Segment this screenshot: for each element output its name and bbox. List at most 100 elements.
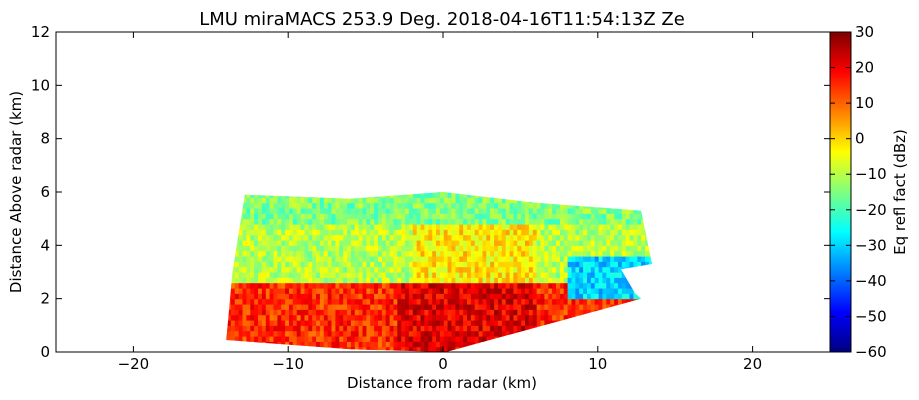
reflectivity-cell bbox=[571, 208, 576, 214]
reflectivity-cell bbox=[378, 224, 383, 230]
reflectivity-cell bbox=[451, 192, 456, 198]
reflectivity-cell bbox=[378, 208, 383, 214]
reflectivity-cell bbox=[486, 277, 491, 284]
reflectivity-cell bbox=[498, 240, 503, 246]
reflectivity-cell bbox=[331, 245, 336, 252]
reflectivity-cell bbox=[269, 272, 275, 278]
reflectivity-cell bbox=[258, 256, 263, 262]
reflectivity-cell bbox=[498, 234, 503, 241]
reflectivity-cell bbox=[544, 293, 549, 300]
reflectivity-cell bbox=[354, 346, 360, 352]
reflectivity-cell bbox=[451, 304, 456, 310]
reflectivity-cell bbox=[486, 261, 491, 268]
reflectivity-cell bbox=[385, 282, 391, 289]
reflectivity-cell bbox=[258, 224, 263, 230]
reflectivity-cell bbox=[532, 229, 538, 236]
reflectivity-cell bbox=[393, 197, 398, 204]
reflectivity-cell bbox=[312, 224, 317, 230]
reflectivity-cell bbox=[436, 314, 441, 321]
reflectivity-cell bbox=[285, 213, 290, 220]
reflectivity-cell bbox=[556, 218, 561, 225]
reflectivity-cell bbox=[265, 256, 271, 262]
reflectivity-cell bbox=[246, 256, 251, 262]
colorbar-tick-label: −50 bbox=[855, 307, 887, 325]
reflectivity-cell bbox=[579, 266, 584, 273]
reflectivity-cell bbox=[556, 245, 561, 252]
reflectivity-cell bbox=[327, 309, 333, 316]
reflectivity-cell bbox=[494, 309, 499, 316]
reflectivity-cell bbox=[246, 261, 251, 268]
reflectivity-cell bbox=[505, 293, 511, 300]
reflectivity-cell bbox=[505, 245, 511, 252]
reflectivity-cell bbox=[335, 208, 340, 214]
reflectivity-cell bbox=[258, 320, 263, 326]
reflectivity-cell bbox=[281, 202, 286, 209]
reflectivity-cell bbox=[277, 304, 282, 310]
reflectivity-cell bbox=[428, 325, 433, 332]
reflectivity-cell bbox=[439, 314, 445, 321]
reflectivity-cell bbox=[610, 256, 615, 262]
reflectivity-cell bbox=[366, 250, 371, 257]
reflectivity-cell bbox=[250, 234, 255, 241]
reflectivity-cell bbox=[261, 229, 267, 236]
reflectivity-cell bbox=[405, 314, 410, 321]
reflectivity-cell bbox=[405, 218, 410, 225]
reflectivity-cell bbox=[269, 325, 275, 332]
reflectivity-cell bbox=[432, 202, 437, 209]
reflectivity-cell bbox=[335, 336, 340, 342]
reflectivity-cell bbox=[552, 213, 557, 220]
reflectivity-cell bbox=[296, 277, 302, 284]
reflectivity-cell bbox=[525, 229, 530, 236]
reflectivity-cell bbox=[559, 245, 565, 252]
reflectivity-cell bbox=[552, 293, 557, 300]
reflectivity-cell bbox=[486, 234, 491, 241]
reflectivity-cell bbox=[343, 256, 348, 262]
reflectivity-cell bbox=[412, 330, 418, 337]
reflectivity-cell bbox=[335, 341, 340, 348]
reflectivity-cell bbox=[621, 277, 627, 284]
reflectivity-cell bbox=[234, 277, 240, 284]
reflectivity-cell bbox=[575, 256, 580, 262]
reflectivity-cell bbox=[354, 224, 360, 230]
reflectivity-cell bbox=[339, 266, 344, 273]
reflectivity-cell bbox=[238, 245, 244, 252]
reflectivity-cell bbox=[416, 341, 422, 348]
reflectivity-cell bbox=[567, 245, 573, 252]
reflectivity-cell bbox=[494, 218, 499, 225]
reflectivity-cell bbox=[335, 288, 340, 294]
reflectivity-cell bbox=[633, 293, 638, 300]
reflectivity-cell bbox=[598, 298, 604, 305]
reflectivity-cell bbox=[614, 277, 619, 284]
reflectivity-cell bbox=[590, 250, 596, 257]
reflectivity-cell bbox=[470, 320, 476, 326]
reflectivity-cell bbox=[563, 261, 569, 268]
reflectivity-cell bbox=[443, 325, 449, 332]
reflectivity-cell bbox=[331, 240, 336, 246]
reflectivity-cell bbox=[509, 202, 515, 209]
reflectivity-cell bbox=[420, 282, 426, 289]
reflectivity-cell bbox=[234, 325, 240, 332]
reflectivity-cell bbox=[308, 197, 313, 204]
reflectivity-cell bbox=[416, 250, 422, 257]
reflectivity-cell bbox=[319, 298, 325, 305]
reflectivity-cell bbox=[408, 261, 414, 268]
reflectivity-cell bbox=[316, 213, 321, 220]
reflectivity-cell bbox=[509, 213, 515, 220]
reflectivity-cell bbox=[296, 208, 302, 214]
reflectivity-cell bbox=[590, 282, 596, 289]
reflectivity-cell bbox=[250, 229, 255, 236]
reflectivity-cell bbox=[536, 240, 542, 246]
reflectivity-cell bbox=[610, 298, 615, 305]
reflectivity-cell bbox=[505, 266, 511, 273]
reflectivity-cell bbox=[486, 320, 491, 326]
reflectivity-cell bbox=[316, 202, 321, 209]
reflectivity-cell bbox=[412, 336, 418, 342]
reflectivity-cell bbox=[347, 293, 352, 300]
reflectivity-cell bbox=[439, 240, 445, 246]
reflectivity-cell bbox=[513, 277, 518, 284]
reflectivity-cell bbox=[366, 261, 371, 268]
reflectivity-cell bbox=[478, 330, 484, 337]
reflectivity-cell bbox=[292, 282, 298, 289]
reflectivity-cell bbox=[517, 282, 522, 289]
reflectivity-cell bbox=[563, 272, 569, 278]
